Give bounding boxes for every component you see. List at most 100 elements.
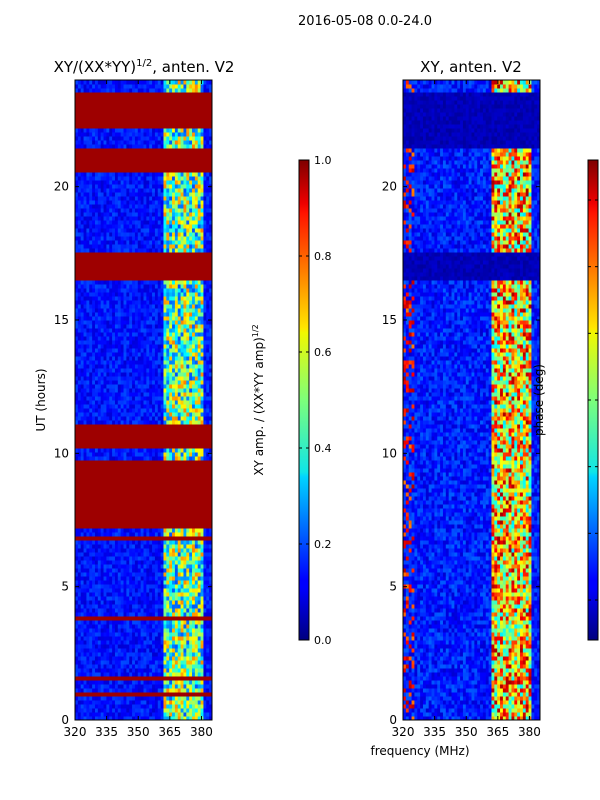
heatmap-cell: [120, 308, 125, 313]
heatmap-cell: [92, 588, 96, 593]
heatmap-cell: [97, 480, 102, 485]
heatmap-cell: [152, 640, 156, 645]
heatmap-cell: [169, 572, 173, 577]
heatmap-cell: [106, 704, 110, 709]
heatmap-cell: [103, 584, 107, 589]
heatmap-cell: [86, 516, 90, 521]
heatmap-cell: [203, 624, 207, 629]
heatmap-cell: [166, 544, 170, 549]
heatmap-cell: [200, 664, 204, 669]
heatmap-cell: [117, 668, 122, 673]
heatmap-cell: [89, 428, 93, 433]
heatmap-cell: [197, 652, 202, 657]
heatmap-cell: [194, 380, 199, 385]
heatmap-cell: [172, 476, 176, 481]
heatmap-cell: [83, 692, 87, 697]
heatmap-cell: [183, 540, 187, 545]
heatmap-cell: [97, 600, 102, 605]
heatmap-cell: [174, 596, 179, 601]
heatmap-cell: [160, 536, 164, 541]
heatmap-cell: [97, 364, 102, 369]
heatmap-cell: [75, 464, 79, 469]
heatmap-cell: [134, 648, 139, 653]
heatmap-cell: [80, 460, 85, 465]
heatmap-cell: [80, 308, 85, 313]
heatmap-cell: [75, 364, 79, 369]
heatmap-cell: [103, 464, 107, 469]
heatmap-cell: [189, 400, 193, 405]
heatmap-cell: [197, 428, 202, 433]
heatmap-cell: [169, 616, 173, 621]
heatmap-cell: [163, 484, 167, 489]
heatmap-cell: [166, 364, 170, 369]
heatmap-cell: [183, 624, 187, 629]
heatmap-cell: [94, 652, 99, 657]
heatmap-cell: [92, 324, 96, 329]
heatmap-cell: [180, 324, 184, 329]
heatmap-cell: [200, 408, 204, 413]
heatmap-cell: [106, 468, 110, 473]
heatmap-cell: [203, 712, 207, 717]
heatmap-cell: [112, 696, 116, 701]
heatmap-cell: [209, 352, 212, 357]
heatmap-cell: [152, 716, 156, 720]
heatmap-cell: [80, 336, 85, 341]
heatmap-cell: [129, 496, 133, 501]
heatmap-cell: [169, 704, 173, 709]
heatmap-cell: [83, 344, 87, 349]
heatmap-cell: [174, 472, 179, 477]
heatmap-cell: [189, 460, 193, 465]
heatmap-cell: [169, 596, 173, 601]
heatmap-cell: [89, 464, 93, 469]
heatmap-cell: [146, 624, 150, 629]
heatmap-cell: [157, 508, 162, 513]
heatmap-cell: [186, 628, 190, 633]
heatmap-cell: [137, 568, 142, 573]
heatmap-cell: [94, 436, 99, 441]
heatmap-cell: [86, 416, 90, 421]
heatmap-cell: [129, 648, 133, 653]
heatmap-cell: [169, 480, 173, 485]
heatmap-cell: [86, 304, 90, 309]
heatmap-cell: [120, 316, 125, 321]
heatmap-cell: [200, 348, 204, 353]
heatmap-cell: [112, 576, 116, 581]
heatmap-cell: [132, 444, 136, 449]
heatmap-cell: [203, 536, 207, 541]
heatmap-cell: [183, 308, 187, 313]
heatmap-cell: [92, 612, 96, 617]
heatmap-cell: [209, 536, 212, 541]
heatmap-cell: [200, 636, 204, 641]
heatmap-cell: [169, 388, 173, 393]
heatmap-cell: [83, 532, 87, 537]
heatmap-cell: [186, 536, 190, 541]
heatmap-cell: [163, 460, 167, 465]
heatmap-cell: [183, 420, 187, 425]
heatmap-cell: [94, 484, 99, 489]
heatmap-cell: [206, 624, 210, 629]
heatmap-cell: [140, 392, 144, 397]
heatmap-cell: [172, 660, 176, 665]
heatmap-cell: [177, 568, 182, 573]
heatmap-cell: [189, 516, 193, 521]
heatmap-cell: [200, 596, 204, 601]
heatmap-cell: [100, 688, 105, 693]
heatmap-cell: [140, 432, 144, 437]
heatmap-cell: [183, 664, 187, 669]
heatmap-cell: [177, 580, 182, 585]
heatmap-cell: [183, 372, 187, 377]
heatmap-cell: [146, 592, 150, 597]
heatmap-cell: [129, 644, 133, 649]
heatmap-cell: [109, 516, 113, 521]
heatmap-cell: [206, 476, 210, 481]
heatmap-cell: [106, 676, 110, 681]
heatmap-cell: [114, 708, 119, 713]
heatmap-cell: [169, 404, 173, 409]
heatmap-cell: [137, 584, 142, 589]
heatmap-cell: [163, 512, 167, 517]
heatmap-cell: [117, 560, 122, 565]
heatmap-cell: [192, 636, 196, 641]
heatmap-cell: [75, 544, 79, 549]
heatmap-cell: [194, 316, 199, 321]
heatmap-cell: [89, 380, 93, 385]
